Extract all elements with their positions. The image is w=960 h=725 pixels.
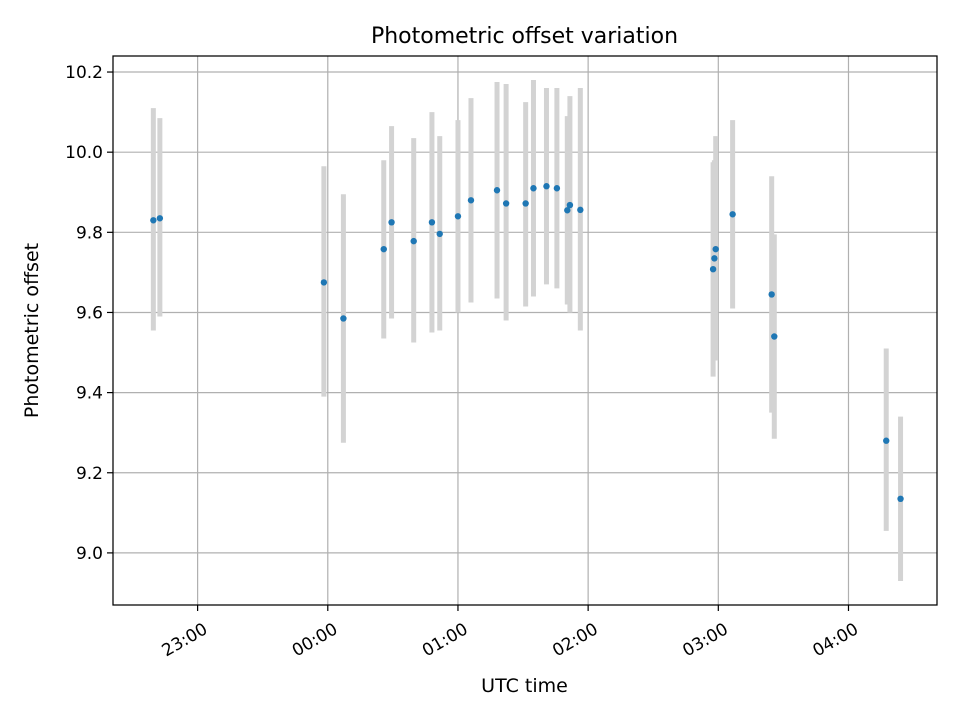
x-tick-label: 02:00 [549, 619, 601, 661]
y-tick-label: 10.2 [65, 63, 103, 83]
data-point [566, 201, 574, 209]
data-point [897, 495, 904, 503]
data-point [388, 219, 395, 226]
y-tick-label: 9.4 [76, 384, 103, 404]
data-point [340, 315, 347, 322]
data-point [320, 279, 328, 286]
data-point [771, 333, 778, 340]
data-point [454, 213, 462, 220]
y-axis-label: Photometric offset [21, 243, 43, 418]
data-point [543, 183, 550, 190]
grid-lines [113, 56, 937, 605]
data-point [564, 207, 571, 214]
data-point [883, 437, 890, 444]
data-point [553, 185, 561, 192]
x-axis-ticks: 23:00 00:00 01:00 02:00 03:00 04:00 [159, 605, 862, 661]
y-tick-label: 9.8 [76, 223, 103, 243]
data-point [577, 206, 584, 214]
data-point [493, 187, 501, 194]
data-point [709, 265, 717, 273]
data-point [729, 211, 736, 218]
x-tick-label: 03:00 [679, 619, 731, 661]
data-point [428, 219, 436, 226]
x-tick-label: 01:00 [419, 619, 471, 661]
chart-title: Photometric offset variation [371, 24, 678, 49]
plot-frame [112, 55, 938, 606]
x-tick-label: 23:00 [159, 619, 211, 661]
x-tick-label: 00:00 [289, 619, 341, 661]
y-tick-label: 9.6 [76, 303, 103, 323]
data-point [150, 217, 157, 224]
y-axis-ticks: 9.0 9.2 9.4 9.6 9.8 10.0 10.2 [65, 63, 113, 564]
data-point [410, 237, 417, 245]
x-tick-label: 04:00 [810, 619, 862, 661]
x-axis-label: UTC time [481, 675, 568, 697]
data-point [522, 200, 529, 207]
y-tick-label: 10.0 [65, 143, 103, 163]
data-point [467, 197, 475, 204]
data-point [768, 291, 775, 298]
data-point [530, 185, 537, 192]
y-tick-label: 9.2 [76, 464, 103, 484]
data-point [711, 255, 718, 262]
data-point [436, 230, 443, 238]
y-tick-label: 9.0 [76, 544, 103, 564]
error-bars [150, 80, 904, 581]
data-points [150, 183, 904, 503]
data-point [502, 200, 510, 207]
data-point [380, 245, 387, 253]
data-point [712, 245, 719, 253]
data-point [156, 215, 164, 222]
